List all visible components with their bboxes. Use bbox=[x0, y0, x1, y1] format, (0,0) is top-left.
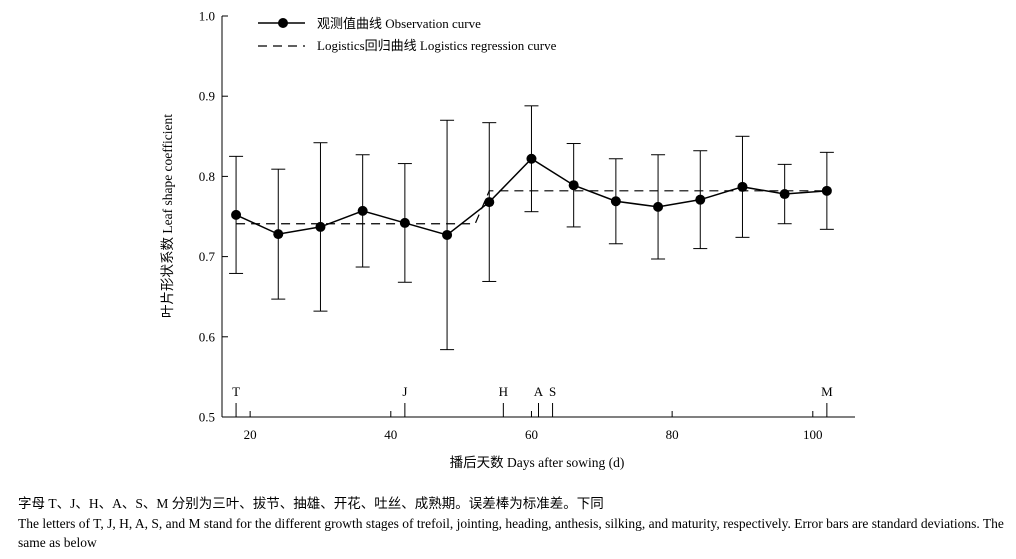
data-point bbox=[399, 217, 410, 228]
stage-marker-label: T bbox=[232, 384, 240, 399]
data-point bbox=[484, 197, 495, 208]
stage-marker-label: J bbox=[402, 384, 407, 399]
y-axis-label: 叶片形状系数 Leaf shape coefficient bbox=[160, 114, 175, 318]
x-axis-label: 播后天数 Days after sowing (d) bbox=[450, 455, 625, 470]
data-point bbox=[737, 181, 748, 192]
data-point bbox=[568, 180, 579, 191]
data-point bbox=[653, 201, 664, 212]
legend-regression-label: Logistics回归曲线 Logistics regression curve bbox=[317, 38, 557, 53]
stage-marker-label: A bbox=[534, 384, 544, 399]
x-tick-label: 60 bbox=[525, 427, 538, 442]
y-tick-label: 1.0 bbox=[199, 9, 215, 24]
stage-marker-label: M bbox=[821, 384, 833, 399]
data-point bbox=[315, 221, 326, 232]
data-point bbox=[695, 194, 706, 205]
legend-observation-marker bbox=[278, 18, 288, 28]
stage-marker-label: S bbox=[549, 384, 556, 399]
x-tick-label: 80 bbox=[666, 427, 679, 442]
y-tick-label: 0.9 bbox=[199, 89, 215, 104]
data-point bbox=[231, 209, 242, 220]
legend-observation-label: 观测值曲线 Observation curve bbox=[317, 16, 481, 31]
x-tick-label: 100 bbox=[803, 427, 823, 442]
data-point bbox=[273, 229, 284, 240]
data-point bbox=[610, 196, 621, 207]
x-tick-label: 40 bbox=[384, 427, 397, 442]
y-tick-label: 0.6 bbox=[199, 329, 216, 344]
chart: 0.5 0.6 0.7 0.8 0.9 1.0 20 40 60 80 100 T J H A S M 观测值曲… bbox=[160, 9, 855, 470]
data-point bbox=[526, 153, 537, 164]
plot-area: 0.5 0.6 0.7 0.8 0.9 1.0 20 40 60 80 100 T J H A S M bbox=[199, 9, 855, 442]
data-point bbox=[779, 189, 790, 200]
stage-marker-label: H bbox=[499, 384, 508, 399]
legend: 观测值曲线 Observation curve Logistics回归曲线 Log… bbox=[258, 16, 557, 53]
y-tick-label: 0.8 bbox=[199, 169, 215, 184]
x-tick-label: 20 bbox=[244, 427, 257, 442]
caption-english: The letters of T, J, H, A, S, and M stan… bbox=[18, 516, 1004, 550]
y-tick-label: 0.5 bbox=[199, 410, 215, 425]
data-point bbox=[357, 205, 368, 216]
y-tick-label: 0.7 bbox=[199, 249, 216, 264]
caption-chinese: 字母 T、J、H、A、S、M 分别为三叶、拔节、抽雄、开花、吐丝、成熟期。误差棒… bbox=[18, 496, 604, 511]
series-layer bbox=[229, 105, 834, 351]
data-point bbox=[442, 229, 453, 240]
data-point bbox=[821, 185, 832, 196]
